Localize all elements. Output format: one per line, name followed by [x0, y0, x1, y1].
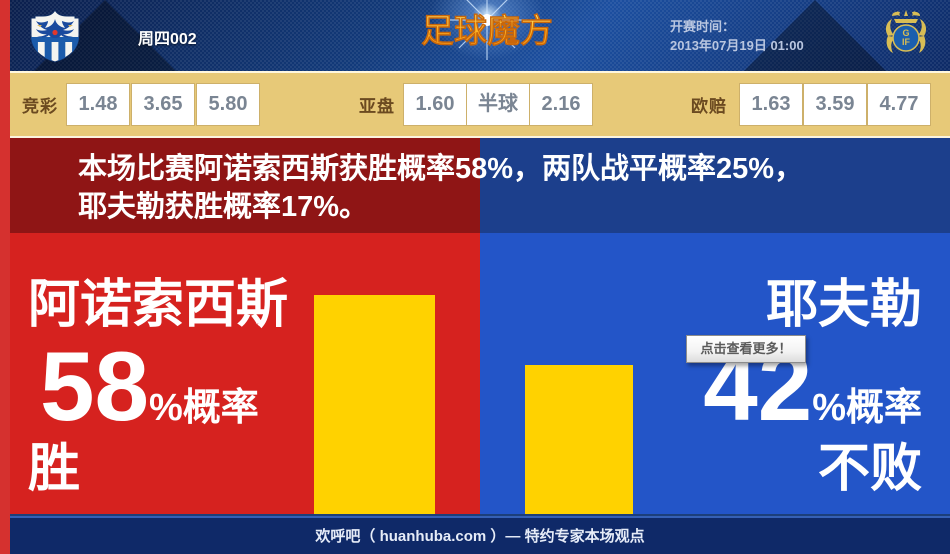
- svg-text:IF: IF: [902, 37, 911, 47]
- svg-text:足球魔方: 足球魔方: [421, 12, 553, 49]
